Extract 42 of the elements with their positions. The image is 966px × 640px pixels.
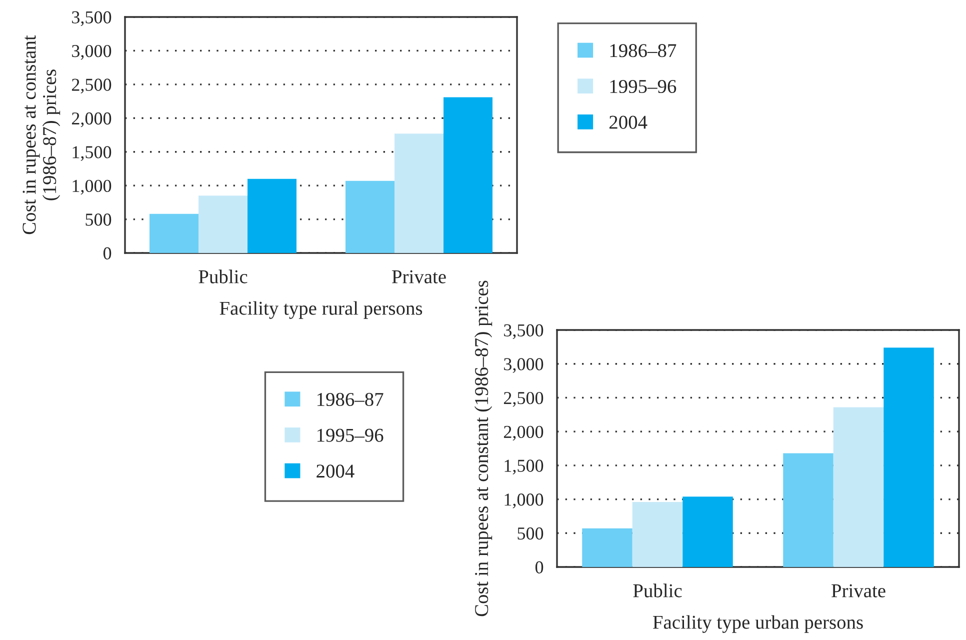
- bar: [248, 178, 296, 253]
- legend-label: 1995–96: [610, 80, 676, 94]
- bar: [833, 407, 884, 567]
- y-tick-label: 1,000: [504, 494, 544, 508]
- bar: [198, 196, 248, 253]
- y-tick-label: 3,000: [504, 358, 544, 373]
- y-tick-label: 2,500: [504, 392, 544, 407]
- legend-label: 1986–87: [317, 392, 384, 406]
- y-tick-label: 2,500: [72, 78, 112, 94]
- bar: [346, 180, 394, 253]
- y-axis-title: Cost in rupees at constant (1986–87) prices: [474, 280, 492, 616]
- y-tick-label: 1,000: [72, 180, 112, 195]
- x-axis-title: Facility type urban persons: [652, 615, 863, 633]
- legend-label: 1986–87: [610, 44, 676, 58]
- bar: [394, 134, 444, 253]
- bar: [682, 496, 733, 567]
- bar: [884, 348, 934, 567]
- y-tick-label: 2,000: [72, 112, 112, 128]
- x-tick-label: Private: [832, 584, 886, 598]
- y-tick-label: 1,500: [72, 146, 112, 161]
- bar: [783, 453, 834, 567]
- x-tick-label: Public: [198, 270, 248, 284]
- bar: [582, 528, 632, 567]
- y-tick-label: 3,500: [72, 11, 112, 26]
- y-tick-label: 500: [518, 527, 544, 540]
- bar: [150, 214, 198, 253]
- legend-label: 1995–96: [317, 428, 384, 442]
- bar: [632, 502, 683, 567]
- y-tick-label: 3,000: [72, 44, 112, 60]
- x-tick-label: Private: [392, 270, 446, 284]
- y-tick-label: 2,000: [504, 426, 544, 441]
- y-axis-title: Cost in rupees at constant (1986–87) prices: [22, 35, 60, 234]
- y-tick-label: 1,500: [504, 460, 544, 474]
- y-tick-label: 0: [103, 247, 112, 260]
- legend-label: 2004: [316, 464, 354, 478]
- y-tick-label: 0: [535, 561, 544, 574]
- y-tick-label: 3,500: [504, 324, 544, 340]
- y-tick-label: 500: [86, 214, 112, 226]
- x-axis-title: Facility type rural persons: [220, 301, 422, 319]
- bar: [444, 97, 492, 253]
- legend-label: 2004: [609, 116, 648, 129]
- x-tick-label: Public: [633, 584, 682, 598]
